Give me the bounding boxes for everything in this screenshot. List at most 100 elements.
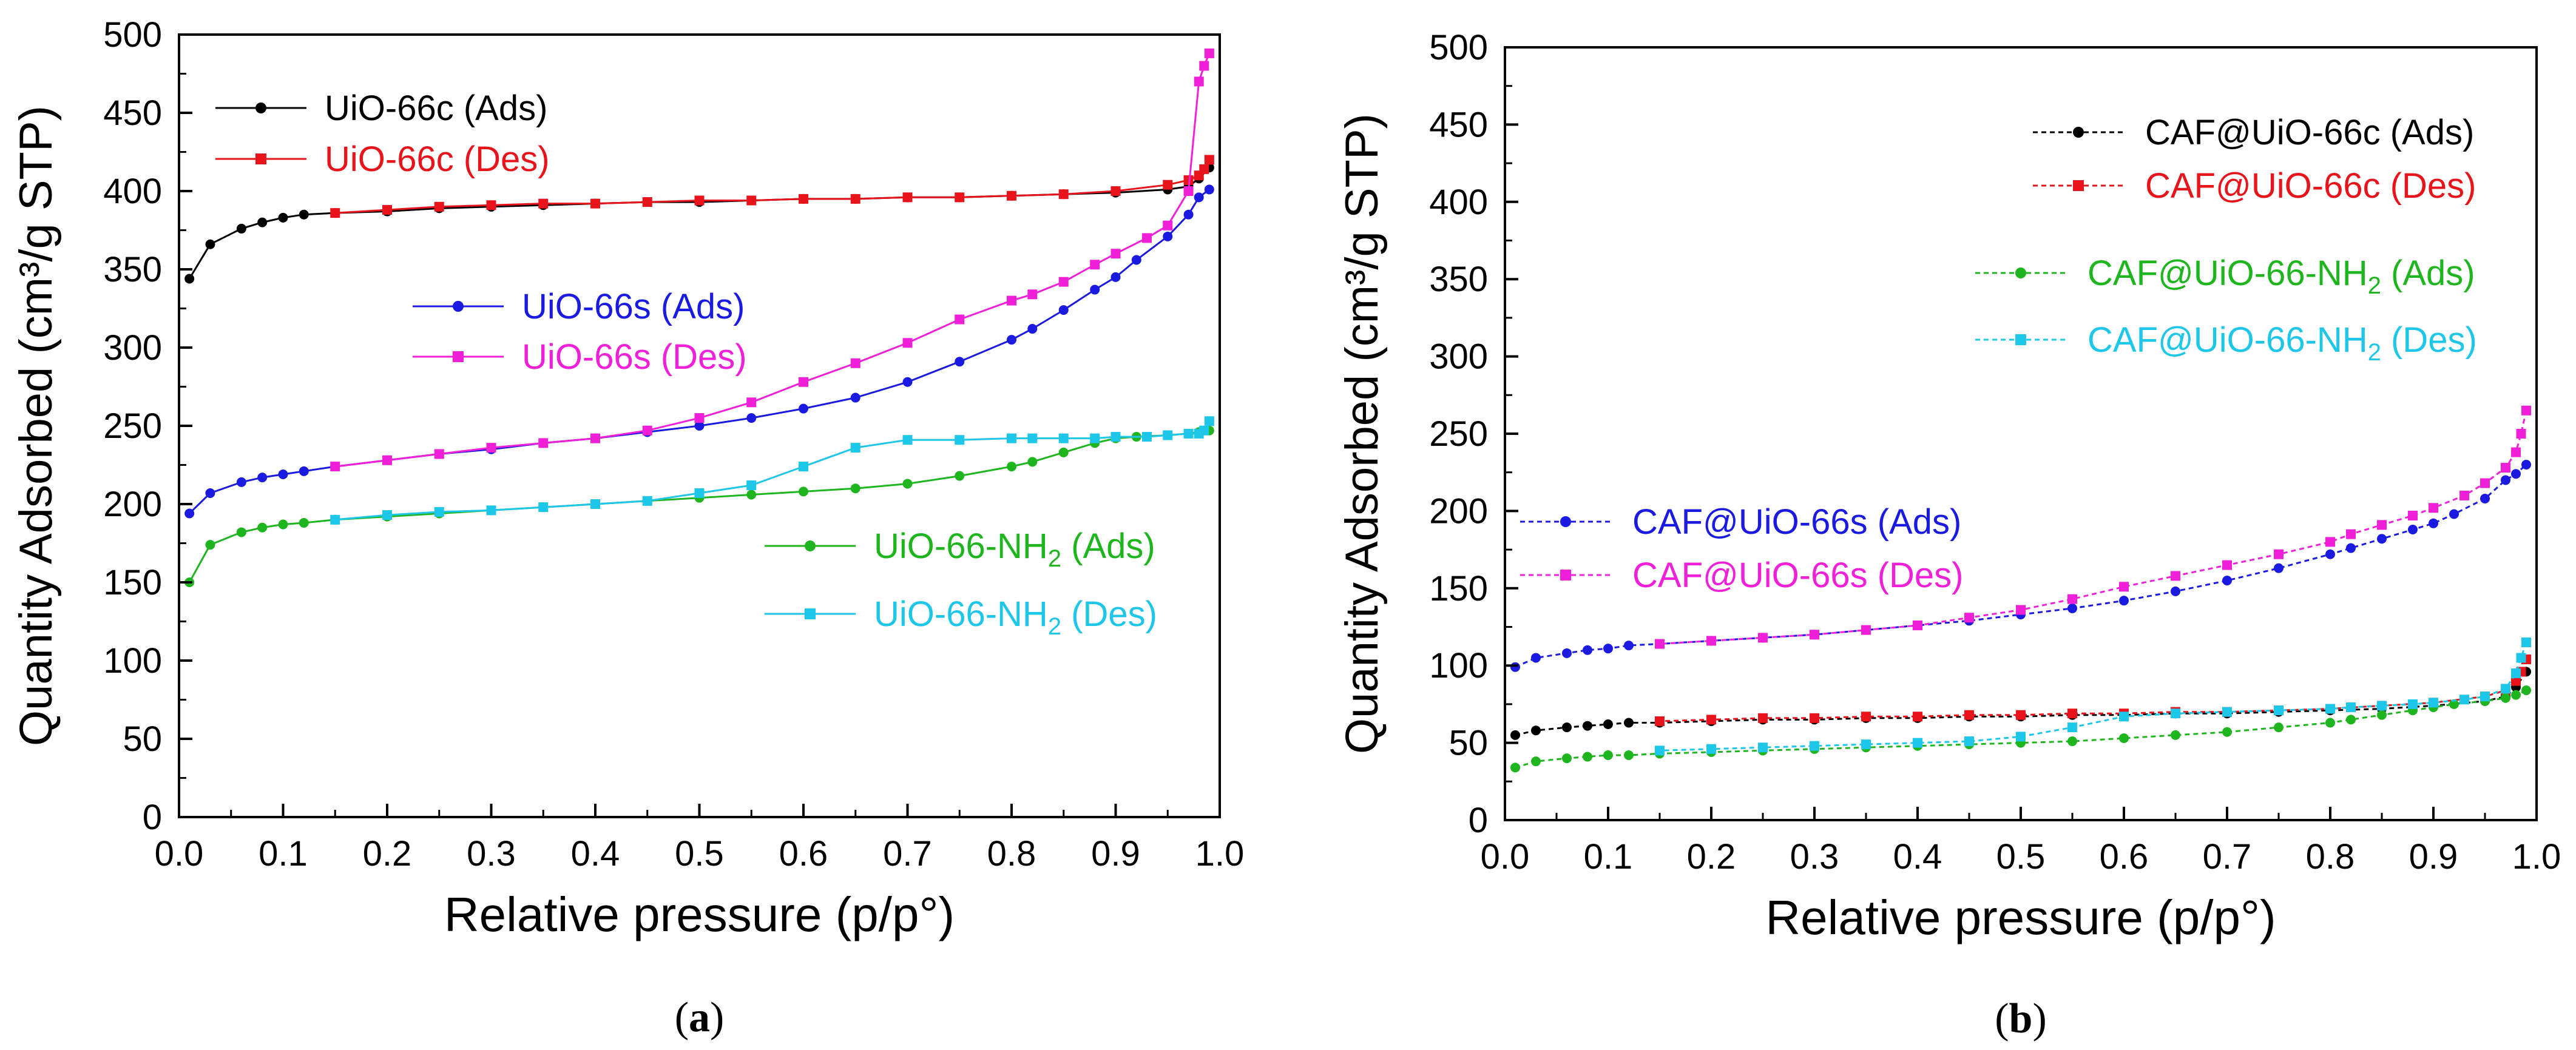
data-point [955, 471, 965, 481]
data-point [799, 486, 808, 497]
data-point [642, 197, 652, 207]
data-point [1913, 738, 1922, 748]
data-point [486, 200, 496, 210]
y-tick-label: 500 [1429, 28, 1488, 67]
legend: CAF@UiO-66c (Ads) CAF@UiO-66c (Des) CAF@Ui… [1520, 113, 2477, 595]
data-point [1510, 662, 1520, 672]
data-point [1027, 433, 1038, 443]
data-point [2449, 699, 2459, 709]
x-tick-label: 0.6 [779, 834, 828, 873]
data-point [1007, 433, 1016, 443]
legend-label: CAF@UiO-66c (Ads) [2145, 113, 2474, 152]
data-point [694, 421, 705, 431]
data-point [1603, 644, 1613, 654]
data-point [2016, 710, 2026, 720]
data-point [330, 514, 340, 525]
data-point [2067, 722, 2077, 733]
data-point [694, 488, 705, 498]
data-point [1163, 231, 1173, 241]
legend-marker [805, 608, 816, 619]
data-point [236, 223, 246, 234]
data-point [278, 212, 288, 223]
data-point [2325, 537, 2335, 547]
data-point [1131, 255, 1141, 265]
data-point [2480, 478, 2490, 488]
legend-label: UiO-66-NH2 (Des) [874, 594, 1157, 640]
series-line-5 [1659, 642, 2527, 752]
data-point [2171, 571, 2180, 581]
data-point [2516, 429, 2526, 439]
data-point [850, 392, 860, 403]
data-point [1531, 756, 1541, 767]
data-point [1163, 220, 1173, 231]
data-point [2067, 603, 2077, 613]
data-point [2511, 447, 2521, 457]
data-point [257, 217, 268, 227]
y-tick-label: 200 [1429, 491, 1488, 531]
data-point [1655, 716, 1665, 726]
y-axis-label: Quantity Adsorbed (cm³/g STP) [1336, 113, 1388, 754]
y-tick-label: 500 [103, 15, 162, 55]
data-point [2480, 692, 2490, 702]
data-point [1861, 712, 1871, 722]
data-point [2449, 509, 2459, 519]
data-point [902, 479, 913, 489]
data-point [1007, 335, 1016, 345]
data-point [2377, 701, 2387, 711]
data-point [590, 499, 600, 509]
data-point [1510, 730, 1520, 740]
series-line-3 [1659, 410, 2527, 645]
data-point [1603, 750, 1613, 760]
data-point [330, 462, 340, 472]
chart-panel-b: 0.0 0.1 0.2 0.3 0.4 0.5 0.6 0.7 0.8 0.9 1.0 0 50 100 1… [1336, 28, 2561, 1042]
data-point [746, 480, 757, 491]
y-tick-label: 400 [1429, 183, 1488, 222]
data-point [2222, 576, 2232, 586]
series-line-0 [188, 167, 1210, 280]
data-point [1583, 645, 1592, 655]
data-point [1624, 641, 1634, 651]
data-point [2429, 518, 2438, 528]
data-point [236, 477, 246, 487]
data-point [1655, 745, 1665, 756]
data-point [1624, 750, 1634, 760]
data-point [1624, 718, 1634, 728]
data-point [1810, 630, 1819, 640]
data-point [1058, 305, 1069, 315]
x-axis-label: Relative pressure (p/p°) [1765, 890, 2276, 944]
legend: UiO-66c (Ads) UiO-66c (Des) UiO-66s (Ads) U… [215, 89, 1157, 640]
y-tick-label: 100 [1429, 646, 1488, 685]
data-point [486, 443, 496, 453]
data-point [2501, 693, 2510, 703]
data-point [955, 357, 965, 367]
data-point [1964, 736, 1974, 747]
data-point [2171, 708, 2180, 719]
data-point [955, 192, 965, 203]
data-point [1655, 639, 1665, 649]
x-tick-label: 0.0 [155, 834, 204, 873]
panel-label: (a) [675, 994, 725, 1041]
y-tick-label: 300 [103, 328, 162, 368]
data-point [955, 435, 965, 445]
data-point [850, 194, 860, 204]
legend-label: CAF@UiO-66-NH2 (Ads) [2088, 254, 2475, 299]
data-point [205, 488, 215, 498]
data-point [2274, 563, 2284, 573]
data-point [2408, 511, 2418, 521]
series-line-0 [1515, 671, 2527, 736]
data-point [1531, 653, 1541, 663]
legend-label: CAF@UiO-66-NH2 (Des) [2088, 320, 2477, 366]
x-tick-label: 0.7 [2203, 837, 2252, 877]
data-point [1058, 189, 1069, 200]
data-point [1058, 433, 1069, 443]
data-point [2119, 712, 2129, 722]
data-point [382, 204, 392, 215]
data-point [538, 502, 549, 513]
data-point [1141, 432, 1152, 442]
data-point [799, 194, 808, 204]
data-point [1204, 184, 1214, 195]
x-tick-label: 0.9 [1091, 834, 1140, 873]
x-tick-label: 0.3 [467, 834, 516, 873]
data-point [2346, 715, 2356, 725]
